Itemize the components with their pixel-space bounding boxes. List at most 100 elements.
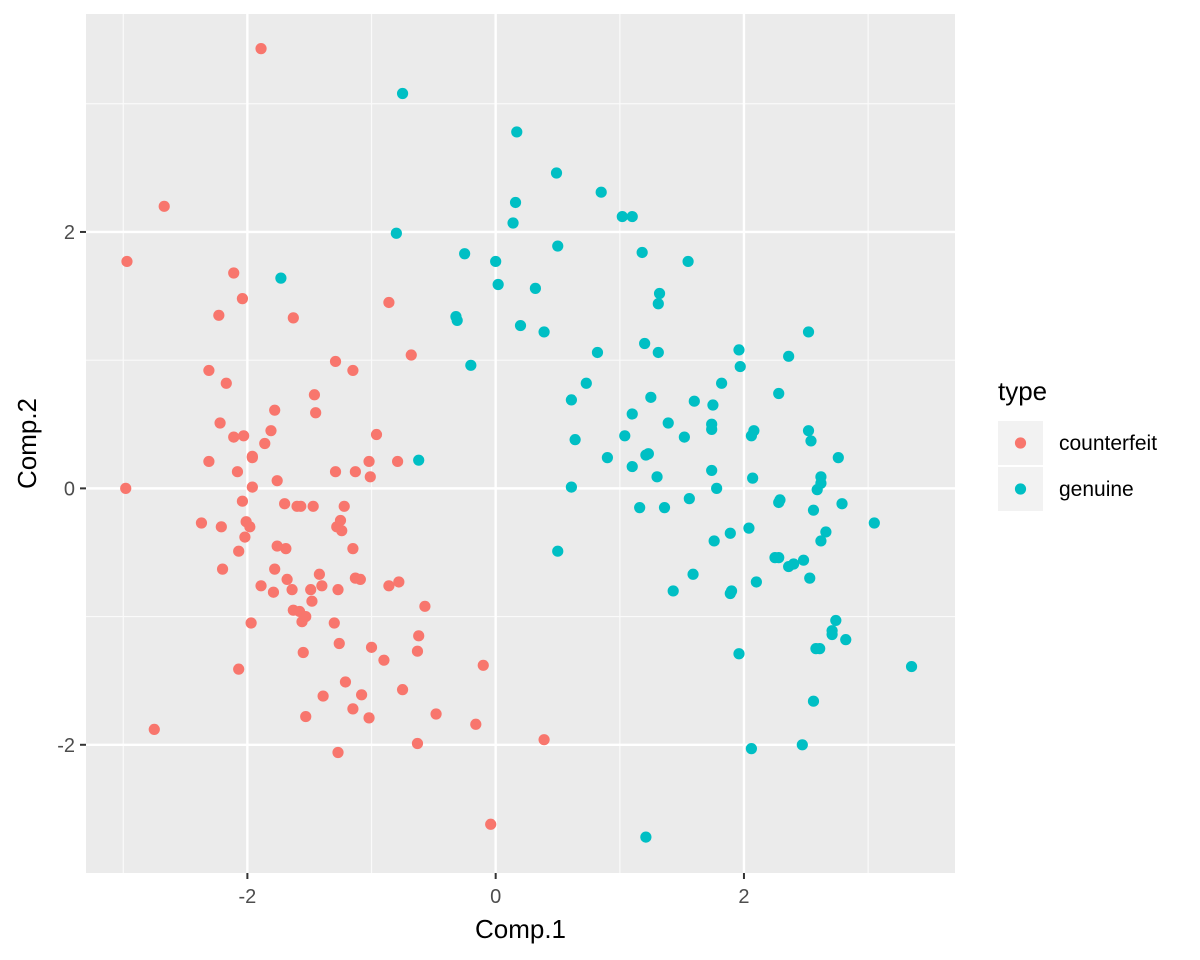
data-point-counterfeit [355,689,368,701]
data-point-genuine [591,346,604,359]
data-point-counterfeit [265,425,277,437]
data-point-genuine [645,391,657,403]
data-point-counterfeit [364,471,376,483]
data-point-genuine [678,431,690,443]
data-point-counterfeit [244,521,256,533]
data-point-counterfeit [213,309,225,321]
legend-title: type [998,376,1047,406]
data-point-counterfeit [363,455,375,468]
data-point-genuine [802,326,815,338]
data-point-genuine [413,454,425,466]
data-point-genuine [707,399,719,411]
x-tick-label: 0 [490,886,501,908]
data-point-counterfeit [329,466,342,478]
data-point-genuine [733,648,745,660]
data-point-genuine [840,634,852,646]
data-point-genuine [797,554,810,566]
data-point-genuine [868,517,880,529]
data-point-genuine [601,452,614,464]
data-point-genuine [807,504,820,516]
data-point-genuine [807,695,820,707]
data-point-counterfeit [271,475,283,487]
axes: -2 0 2 -2 0 2 [57,222,749,908]
data-point-counterfeit [239,531,251,543]
data-point-counterfeit [336,525,348,537]
data-point-genuine [652,298,664,310]
data-point-genuine [451,314,463,327]
data-point-genuine [783,350,795,362]
data-point-genuine [820,526,832,538]
data-point-genuine [745,430,758,442]
data-point-counterfeit [354,573,366,586]
data-point-counterfeit [328,617,340,629]
legend-item-genuine: genuine [998,467,1134,511]
data-point-counterfeit [269,563,281,575]
data-point-genuine [905,660,918,673]
series-genuine [275,87,918,843]
data-point-genuine [390,227,402,239]
data-point-counterfeit [286,584,298,596]
legend: type counterfeit genuine [998,376,1157,511]
data-point-genuine [565,481,577,493]
data-point-genuine [492,278,504,291]
data-point-counterfeit [411,737,424,750]
data-point-counterfeit [485,818,497,830]
data-point-counterfeit [383,296,395,309]
data-point-counterfeit [391,455,404,468]
data-point-counterfeit [430,708,442,720]
data-point-genuine [652,346,664,359]
data-point-genuine [747,472,759,484]
data-point-counterfeit [195,517,208,529]
data-point-genuine [514,319,527,332]
minor-grid [86,14,955,873]
data-point-genuine [580,377,592,389]
legend-key-genuine [1014,483,1027,495]
data-point-genuine [805,435,817,447]
data-points [120,43,918,843]
data-point-genuine [814,643,826,655]
data-point-genuine [804,572,816,584]
data-point-genuine [595,186,607,198]
data-point-genuine [651,471,663,483]
data-point-counterfeit [365,641,378,653]
data-point-counterfeit [233,545,245,557]
data-point-counterfeit [313,568,325,580]
major-grid [86,14,955,873]
data-point-counterfeit [470,718,482,730]
data-point-counterfeit [259,437,271,450]
data-point-counterfeit [121,255,133,268]
data-point-genuine [773,387,785,400]
data-point-counterfeit [411,645,424,657]
data-point-genuine [724,527,736,539]
data-point-counterfeit [231,466,244,478]
y-tick-label: 2 [64,222,75,244]
data-point-counterfeit [329,355,342,368]
data-point-counterfeit [306,595,318,607]
data-point-counterfeit [378,654,390,666]
data-point-counterfeit [203,364,215,377]
y-tick-label: 0 [64,478,75,500]
data-point-counterfeit [349,466,361,478]
data-point-counterfeit [316,580,328,592]
data-point-genuine [811,484,823,496]
data-point-counterfeit [255,580,267,592]
legend-label-genuine: genuine [1059,478,1134,501]
data-point-genuine [802,425,815,437]
data-point-genuine [509,196,522,209]
data-point-counterfeit [246,481,258,493]
data-point-genuine [459,248,471,260]
data-point-counterfeit [228,431,240,443]
data-point-counterfeit [203,455,215,468]
legend-item-counterfeit: counterfeit [998,421,1157,465]
data-point-counterfeit [297,646,309,659]
data-point-genuine [640,831,652,843]
data-point-genuine [733,344,745,356]
data-point-genuine [275,272,287,284]
data-point-counterfeit [310,407,322,419]
data-point-counterfeit [158,200,170,212]
y-tick-label: -2 [57,735,75,757]
data-point-counterfeit [238,430,250,442]
data-point-counterfeit [279,498,291,510]
data-point-counterfeit [413,630,425,642]
